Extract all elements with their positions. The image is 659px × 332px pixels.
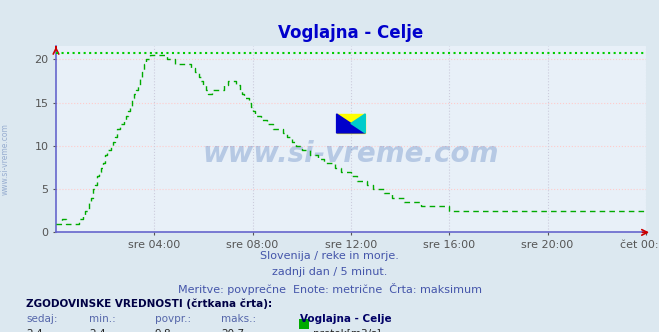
Text: maks.:: maks.:: [221, 314, 256, 324]
Text: zadnji dan / 5 minut.: zadnji dan / 5 minut.: [272, 267, 387, 277]
Text: www.si-vreme.com: www.si-vreme.com: [1, 124, 10, 195]
Text: povpr.:: povpr.:: [155, 314, 191, 324]
Text: pretok[m3/s]: pretok[m3/s]: [313, 329, 381, 332]
Title: Voglajna - Celje: Voglajna - Celje: [278, 24, 424, 42]
Polygon shape: [351, 114, 365, 133]
Text: www.si-vreme.com: www.si-vreme.com: [203, 140, 499, 168]
Text: 9,8: 9,8: [155, 329, 171, 332]
Text: 2,4: 2,4: [89, 329, 105, 332]
Text: min.:: min.:: [89, 314, 116, 324]
Text: ZGODOVINSKE VREDNOSTI (črtkana črta):: ZGODOVINSKE VREDNOSTI (črtkana črta):: [26, 299, 272, 309]
Text: Voglajna - Celje: Voglajna - Celje: [300, 314, 391, 324]
Text: 20,7: 20,7: [221, 329, 244, 332]
Polygon shape: [337, 114, 365, 133]
Polygon shape: [337, 114, 365, 133]
Text: Slovenija / reke in morje.: Slovenija / reke in morje.: [260, 251, 399, 261]
Text: Meritve: povprečne  Enote: metrične  Črta: maksimum: Meritve: povprečne Enote: metrične Črta:…: [177, 283, 482, 295]
Text: 2,4: 2,4: [26, 329, 43, 332]
Text: sedaj:: sedaj:: [26, 314, 58, 324]
